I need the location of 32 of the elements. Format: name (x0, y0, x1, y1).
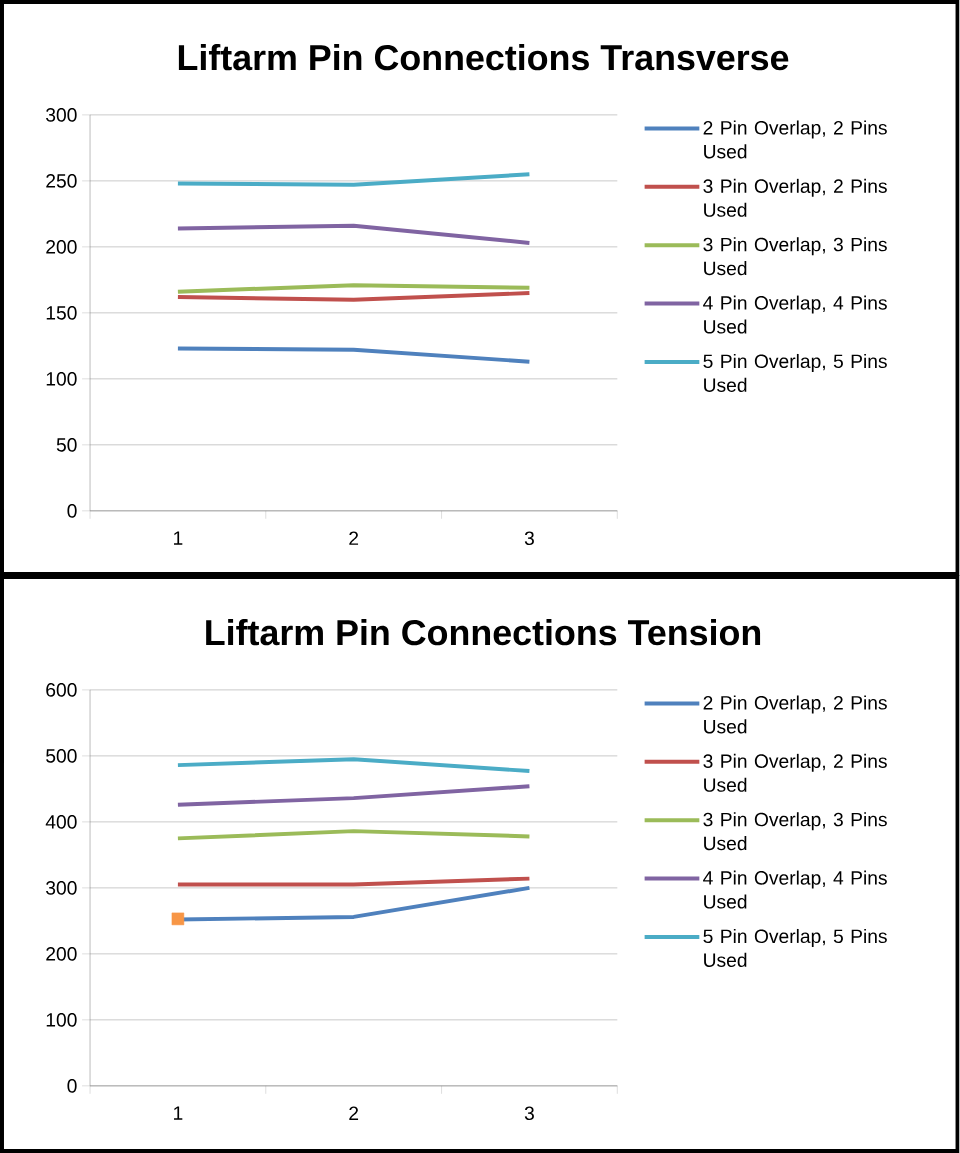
chart-title: Liftarm Pin Connections Tension (206, 619, 761, 646)
legend-label: 5 Pin Overlap, 5 Pins Used (703, 928, 888, 967)
legend-label: 2 Pin Overlap, 2 Pins Used (703, 120, 888, 159)
legend-label: 4 Pin Overlap, 4 Pins Used (703, 295, 888, 334)
legend-label: 4 Pin Overlap, 4 Pins Used (703, 870, 888, 909)
legend-label: 3 Pin Overlap, 2 Pins Used (703, 178, 888, 217)
legend-label: 2 Pin Overlap, 2 Pins Used (703, 695, 888, 734)
y-tick-label: 300 (46, 881, 77, 895)
y-tick-label: 200 (46, 947, 77, 961)
x-tick-label: 1 (174, 1106, 183, 1120)
y-tick-label: 100 (46, 1013, 77, 1027)
y-tick-label: 0 (67, 504, 77, 518)
y-tick-label: 0 (67, 1079, 77, 1093)
y-tick-label: 150 (46, 306, 77, 320)
y-tick-label: 200 (46, 240, 77, 254)
legend-label: 3 Pin Overlap, 3 Pins Used (703, 237, 888, 276)
y-tick-label: 300 (46, 108, 77, 122)
x-tick-label: 3 (525, 1106, 535, 1121)
y-tick-label: 500 (46, 749, 77, 763)
x-tick-label: 2 (349, 531, 359, 545)
y-tick-label: 100 (46, 372, 77, 386)
x-tick-label: 2 (349, 1106, 359, 1120)
x-tick-label: 3 (525, 531, 535, 546)
legend-label: 3 Pin Overlap, 3 Pins Used (703, 812, 888, 851)
legend-label: 5 Pin Overlap, 5 Pins Used (703, 353, 888, 392)
legend-label: 3 Pin Overlap, 2 Pins Used (703, 753, 888, 792)
chart-title: Liftarm Pin Connections Transverse (179, 44, 789, 71)
x-tick-label: 1 (174, 531, 183, 545)
y-tick-label: 400 (45, 815, 77, 829)
y-tick-label: 50 (57, 438, 77, 452)
y-tick-label: 600 (46, 683, 77, 697)
y-tick-label: 250 (46, 174, 77, 188)
